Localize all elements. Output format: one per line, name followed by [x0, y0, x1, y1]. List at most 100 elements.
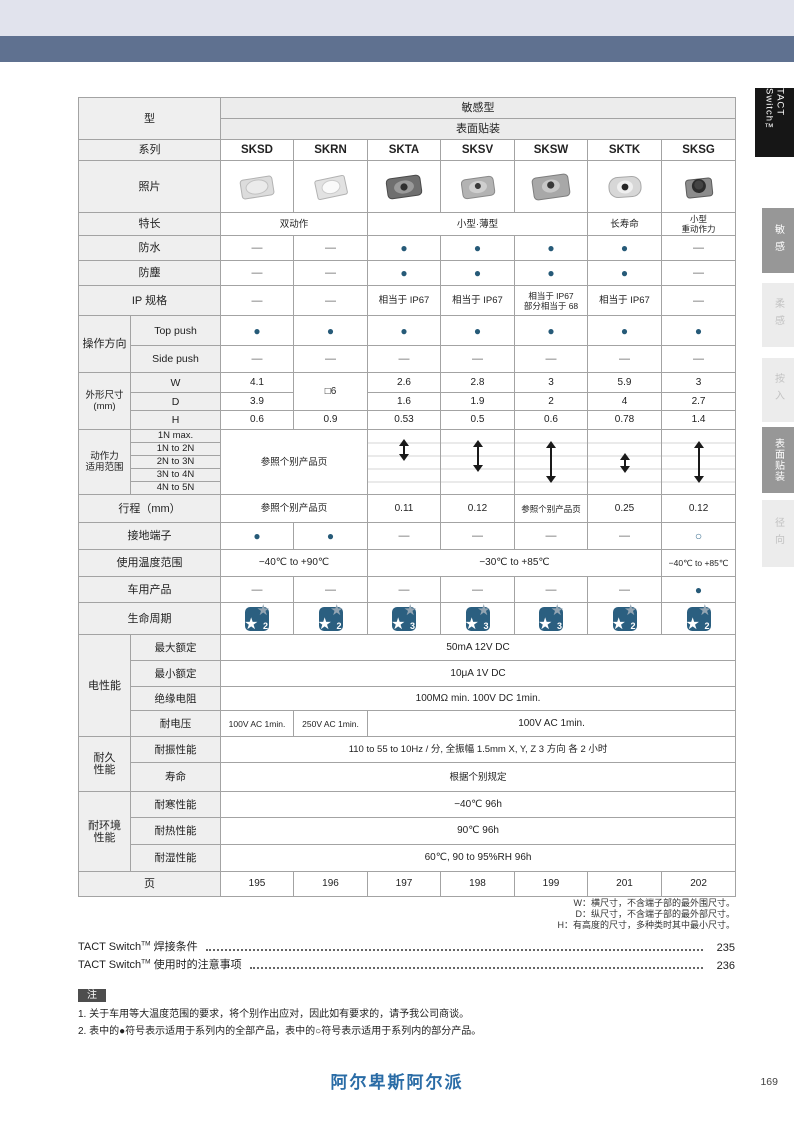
note-item: 1. 关于车用等大温度范围的要求，将个别作出应对，因此如有要求的，请予我公司商谈… — [78, 1009, 470, 1020]
spec-cell: — — [220, 576, 294, 603]
spec-cell: 参照个别产品页 — [514, 494, 588, 523]
notes-section: 注 1. 关于车用等大温度范围的要求，将个别作出应对，因此如有要求的，请予我公司… — [78, 988, 738, 1040]
spec-cell: 2.8 — [440, 372, 515, 393]
row-category: 型 敏感型 — [78, 97, 737, 140]
note-badge: 注 — [78, 989, 106, 1002]
spec-cell: — — [514, 576, 588, 603]
toc-page-number: 235 — [716, 942, 735, 954]
toc-links: TACT SwitchTM 焊接条件 235 TACT SwitchTM 使用时… — [78, 936, 735, 972]
insulation-label: 绝缘电阻 — [130, 686, 221, 711]
toc-link-precautions[interactable]: TACT SwitchTM 使用时的注意事项 236 — [78, 954, 735, 972]
life-cycle-label: 生命周期 — [78, 602, 221, 635]
series-cell: SKSV — [440, 139, 515, 161]
row-life-cycle: 生命周期 ★ ★ 2 ★ ★ 2 ★ ★ 3 ★ ★ 3 ★ ★ 3 ★ ★ 2 ★ ★ 2 — [78, 602, 737, 635]
spec-cell: 相当于 IP67 — [367, 285, 441, 316]
d-label: D — [130, 392, 221, 411]
sidebar-tab-tact-switch[interactable]: TACT Switch™ — [755, 88, 794, 157]
ground-label: 接地端子 — [78, 522, 221, 550]
max-rating-label: 最大额定 — [130, 634, 221, 661]
row-waterproof: 防水 — — ● ● ● ● — — [78, 235, 737, 261]
vibration-label: 耐振性能 — [130, 736, 221, 763]
page-ref-cell[interactable]: 202 — [660, 871, 737, 897]
spec-cell: ● — [440, 315, 515, 346]
spec-cell: 2.6 — [367, 372, 441, 393]
sidebar-tab-sensitive[interactable]: 敏感 — [762, 208, 794, 273]
note-item: 2. 表中的●符号表示适用于系列内的全部产品，表中的○符号表示适用于系列内的部分… — [78, 1026, 482, 1037]
spec-cell: ● — [514, 315, 588, 346]
travel-label: 行程（mm） — [78, 494, 221, 523]
footnote-w: W：横尺寸，不含端子部的最外围尺寸。 — [573, 898, 736, 908]
life-cycle-badge: ★ ★ 2 — [685, 602, 712, 633]
force-range-arrow — [403, 445, 405, 455]
spec-cell: 相当于 IP67 — [440, 285, 515, 316]
product-photo-sksd — [220, 160, 294, 213]
series-label: 系列 — [78, 139, 221, 161]
row-page: 页 195 196 197 198 199 201 202 — [78, 871, 737, 897]
life-cycle-badge: ★ ★ 2 — [244, 602, 270, 633]
spec-cell: 1.4 — [660, 410, 737, 430]
page-ref-cell[interactable]: 196 — [293, 871, 368, 897]
page-ref-cell[interactable]: 201 — [587, 871, 662, 897]
spec-cell: — — [660, 235, 737, 261]
spec-cell: 0.25 — [587, 494, 662, 523]
page-ref-cell[interactable]: 197 — [367, 871, 441, 897]
life-cycle-badge: ★ ★ 3 — [538, 602, 564, 633]
row-dustproof: 防塵 — — ● ● ● ● — — [78, 260, 737, 286]
row-series: 系列 SKSD SKRN SKTA SKSV SKSW SKTK SKSG — [78, 139, 737, 161]
spec-cell: 5.9 — [587, 372, 662, 393]
spec-cell: — — [440, 522, 515, 550]
toc-link-soldering[interactable]: TACT SwitchTM 焊接条件 235 — [78, 936, 735, 954]
operation-group-label: 操作方向 — [78, 315, 131, 373]
sidebar-tab-push[interactable]: 按入 — [762, 358, 794, 422]
sidebar-tab-radial[interactable]: 径向 — [762, 500, 794, 567]
spec-cell: — — [440, 345, 515, 373]
spec-cell: — — [587, 522, 662, 550]
row-temperature: 使用温度范围 −40℃ to +90℃ −30℃ to +85℃ −40℃ to… — [78, 549, 737, 577]
spec-cell: — — [293, 285, 368, 316]
toc-link-label: TACT SwitchTM 焊接条件 — [78, 940, 198, 953]
row-top-push: 操作方向 Top push ● ● ● ● ● ● ● — [78, 315, 737, 373]
star-icon: ★ — [538, 615, 553, 633]
row-insulation: 绝缘电阻 100MΩ min. 100V DC 1min. — [79, 686, 737, 711]
row-dim-w: 外形尺寸 (mm) W 4.1 □6 2.6 2.8 3 5.9 3 — [78, 372, 737, 430]
life-cycle-cell: ★ ★ 3 — [367, 602, 441, 635]
star-icon: ★ — [244, 615, 259, 633]
w-label: W — [130, 372, 221, 393]
page-ref-cell[interactable]: 195 — [220, 871, 294, 897]
series-cell: SKSD — [220, 139, 294, 161]
spec-cell: ● — [587, 315, 662, 346]
spec-cell: 根据个别规定 — [219, 762, 737, 792]
sidebar-tab-soft[interactable]: 柔感 — [762, 283, 794, 347]
spec-cell: ● — [660, 315, 737, 346]
spec-cell: — — [514, 522, 588, 550]
spec-cell: — — [220, 235, 294, 261]
product-photo-sktk — [587, 160, 662, 213]
star-icon: ★ — [477, 602, 491, 619]
star-icon: ★ — [685, 615, 700, 633]
toc-link-label: TACT SwitchTM 使用时的注意事项 — [78, 958, 242, 971]
spec-cell: 100MΩ min. 100V DC 1min. — [219, 686, 737, 711]
spec-cell: −40℃ 96h — [219, 791, 737, 818]
row-feature: 特长 双动作 小型·薄型 长寿命 小型 重动作力 — [78, 212, 737, 236]
spec-table-wrap: 型 敏感型 表面贴装 系列 SKSD SKRN SKTA SKSV SKSW S… — [78, 97, 737, 897]
spec-cell: 90℃ 96h — [219, 817, 737, 845]
sidebar-tab-surface-mount[interactable]: 表面贴装 — [762, 427, 794, 493]
page-row-label: 页 — [78, 871, 221, 897]
spec-cell: ● — [440, 260, 515, 286]
page-ref-cell[interactable]: 199 — [514, 871, 588, 897]
row-lifespan: 寿命 根据个别规定 — [79, 762, 737, 792]
h-label: H — [130, 410, 221, 430]
row-cold: 耐环境 性能 耐寒性能 −40℃ 96h — [78, 791, 737, 872]
spec-cell: — — [220, 285, 294, 316]
spec-cell: — — [367, 522, 441, 550]
type-label: 型 — [78, 97, 221, 140]
page-ref-cell[interactable]: 198 — [440, 871, 515, 897]
side-push-label: Side push — [130, 345, 221, 373]
row-force-4: 3N to 4N — [79, 468, 736, 482]
spec-table: 型 敏感型 表面贴装 系列 SKSD SKRN SKTA SKSV SKSW S… — [78, 97, 737, 897]
row-photo: 照片 — [78, 160, 737, 213]
photo-label: 照片 — [78, 160, 221, 213]
force-range-label: 3N to 4N — [130, 468, 221, 482]
spec-cell: 0.12 — [440, 494, 515, 523]
waterproof-label: 防水 — [78, 235, 221, 261]
